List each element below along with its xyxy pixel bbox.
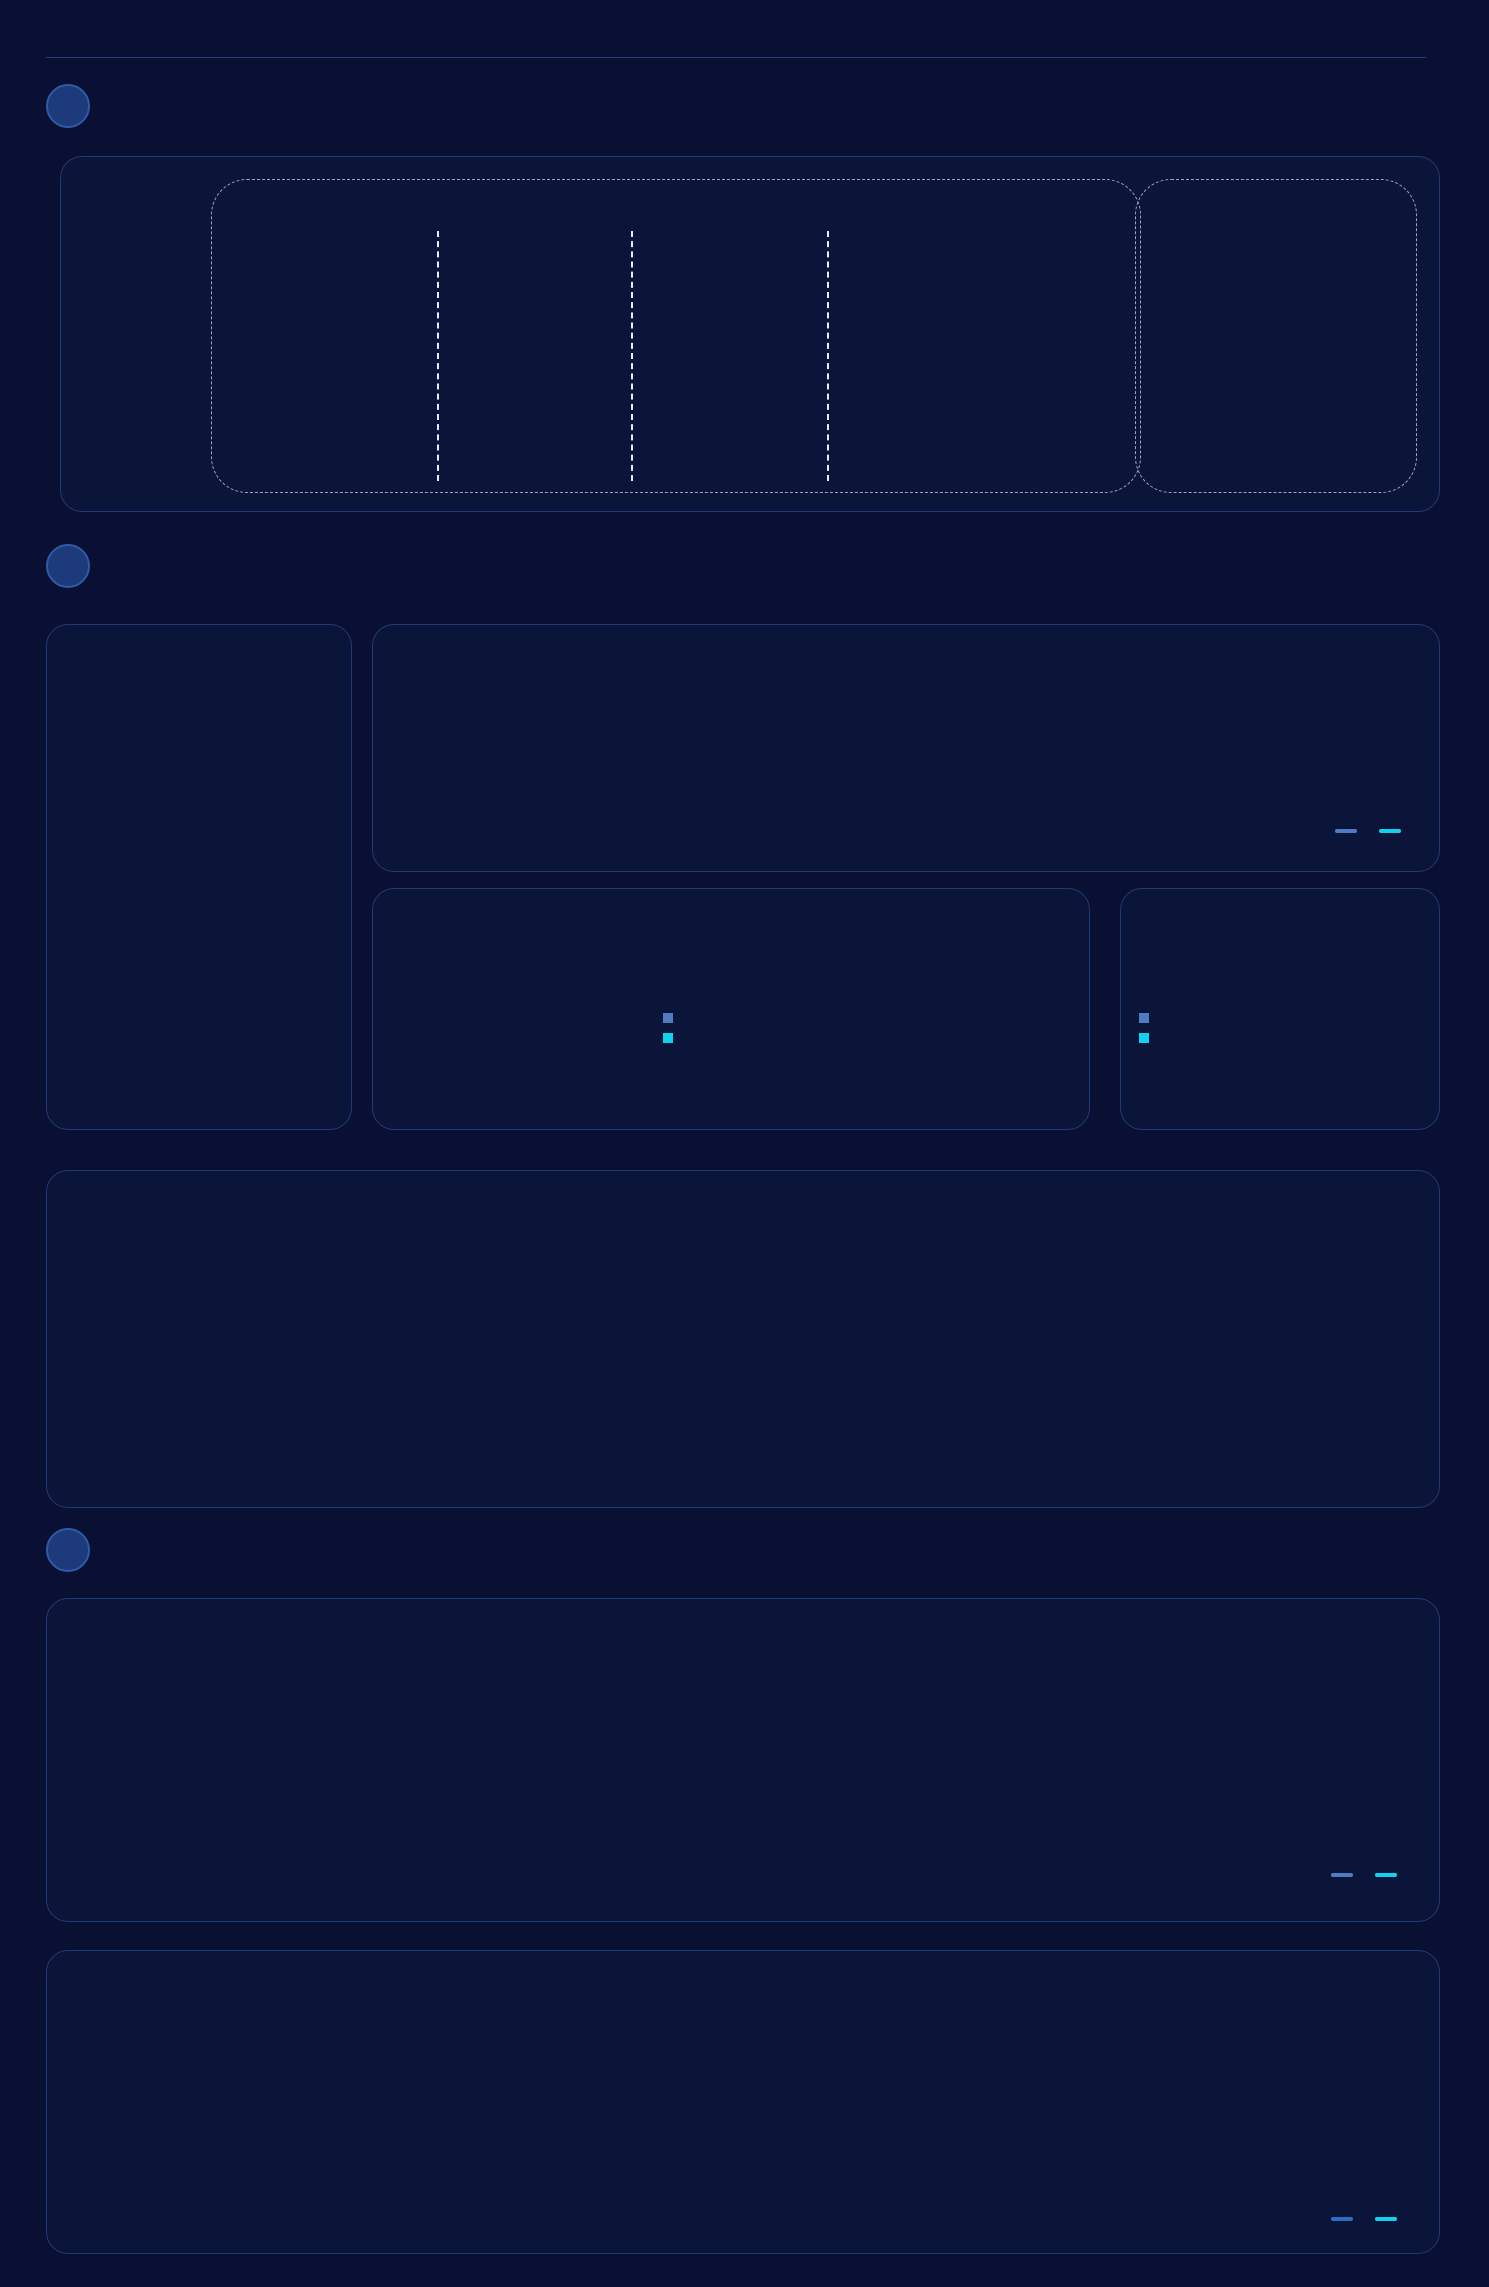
monthly-trend-line-chart — [373, 625, 1441, 873]
workshop2-chart-panel — [1120, 888, 1440, 1130]
legend-item — [1335, 829, 1363, 833]
legend-swatch — [1331, 2217, 1353, 2221]
workshop1-overview-box — [211, 179, 1141, 493]
workshop2-legend — [1139, 1013, 1155, 1043]
legend-item — [1139, 1033, 1155, 1043]
legend-item — [1375, 1873, 1403, 1877]
workshop1-bar-chart — [373, 889, 1091, 1131]
workshop2-overview-box — [1135, 179, 1417, 493]
workshop1-legend — [663, 1013, 679, 1043]
legend-swatch — [1335, 829, 1357, 833]
pe-daily-chart-panel — [46, 1598, 1440, 1922]
machine-chart-panel — [46, 1170, 1440, 1508]
workshop1-chart-panel — [372, 888, 1090, 1130]
ppr-daily-line-chart — [47, 1951, 1441, 2255]
section-2-header — [46, 544, 110, 588]
trend-legend — [1335, 829, 1407, 833]
legend-swatch — [663, 1013, 673, 1023]
legend-swatch — [1139, 1033, 1149, 1043]
legend-item — [1331, 2217, 1359, 2221]
section-2-badge — [46, 544, 90, 588]
legend-swatch — [1375, 2217, 1397, 2221]
divider — [437, 231, 439, 481]
legend-item — [1375, 2217, 1403, 2221]
workshop2-bar-chart — [1121, 889, 1441, 1131]
trend-chart-panel — [372, 624, 1440, 872]
legend-swatch — [1331, 1873, 1353, 1877]
section-3-badge — [46, 1528, 90, 1572]
legend-swatch — [1375, 1873, 1397, 1877]
legend-item — [663, 1033, 679, 1043]
machine-bar-chart — [47, 1171, 1441, 1509]
section-1-badge — [46, 84, 90, 128]
legend-item — [663, 1013, 679, 1023]
legend-swatch — [1379, 829, 1401, 833]
divider — [827, 231, 829, 481]
ppr-daily-chart-panel — [46, 1950, 1440, 2254]
product-chart-panel — [46, 624, 352, 1130]
divider — [631, 231, 633, 481]
section-1-header — [46, 84, 110, 128]
legend-swatch — [663, 1033, 673, 1043]
legend-item — [1139, 1013, 1155, 1023]
pe-daily-line-chart — [47, 1599, 1441, 1923]
product-bar-chart — [47, 625, 353, 1131]
pe-daily-legend — [1331, 1873, 1403, 1877]
legend-swatch — [1139, 1013, 1149, 1023]
section-3-header — [46, 1528, 110, 1572]
ppr-daily-legend — [1331, 2217, 1403, 2221]
title-bar — [46, 12, 1426, 58]
overview-panel — [60, 156, 1440, 512]
legend-item — [1331, 1873, 1359, 1877]
legend-item — [1379, 829, 1407, 833]
